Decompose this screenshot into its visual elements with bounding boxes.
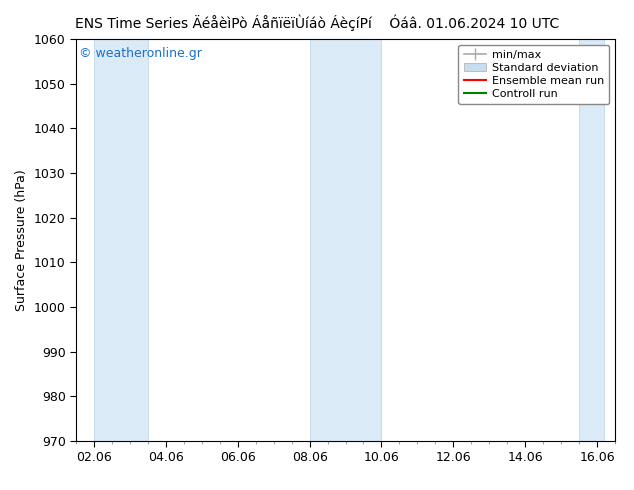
Bar — [94, 39, 148, 441]
Text: © weatheronline.gr: © weatheronline.gr — [79, 47, 202, 60]
Text: ENS Time Series ÄéåèìPò ÁåñïëïÙíáò ÁèçíPí    Óáâ. 01.06.2024 10 UTC: ENS Time Series ÄéåèìPò ÁåñïëïÙíáò ÁèçíP… — [75, 15, 559, 31]
Bar — [579, 39, 604, 441]
Y-axis label: Surface Pressure (hPa): Surface Pressure (hPa) — [15, 169, 29, 311]
Bar — [309, 39, 382, 441]
Legend: min/max, Standard deviation, Ensemble mean run, Controll run: min/max, Standard deviation, Ensemble me… — [458, 45, 609, 104]
